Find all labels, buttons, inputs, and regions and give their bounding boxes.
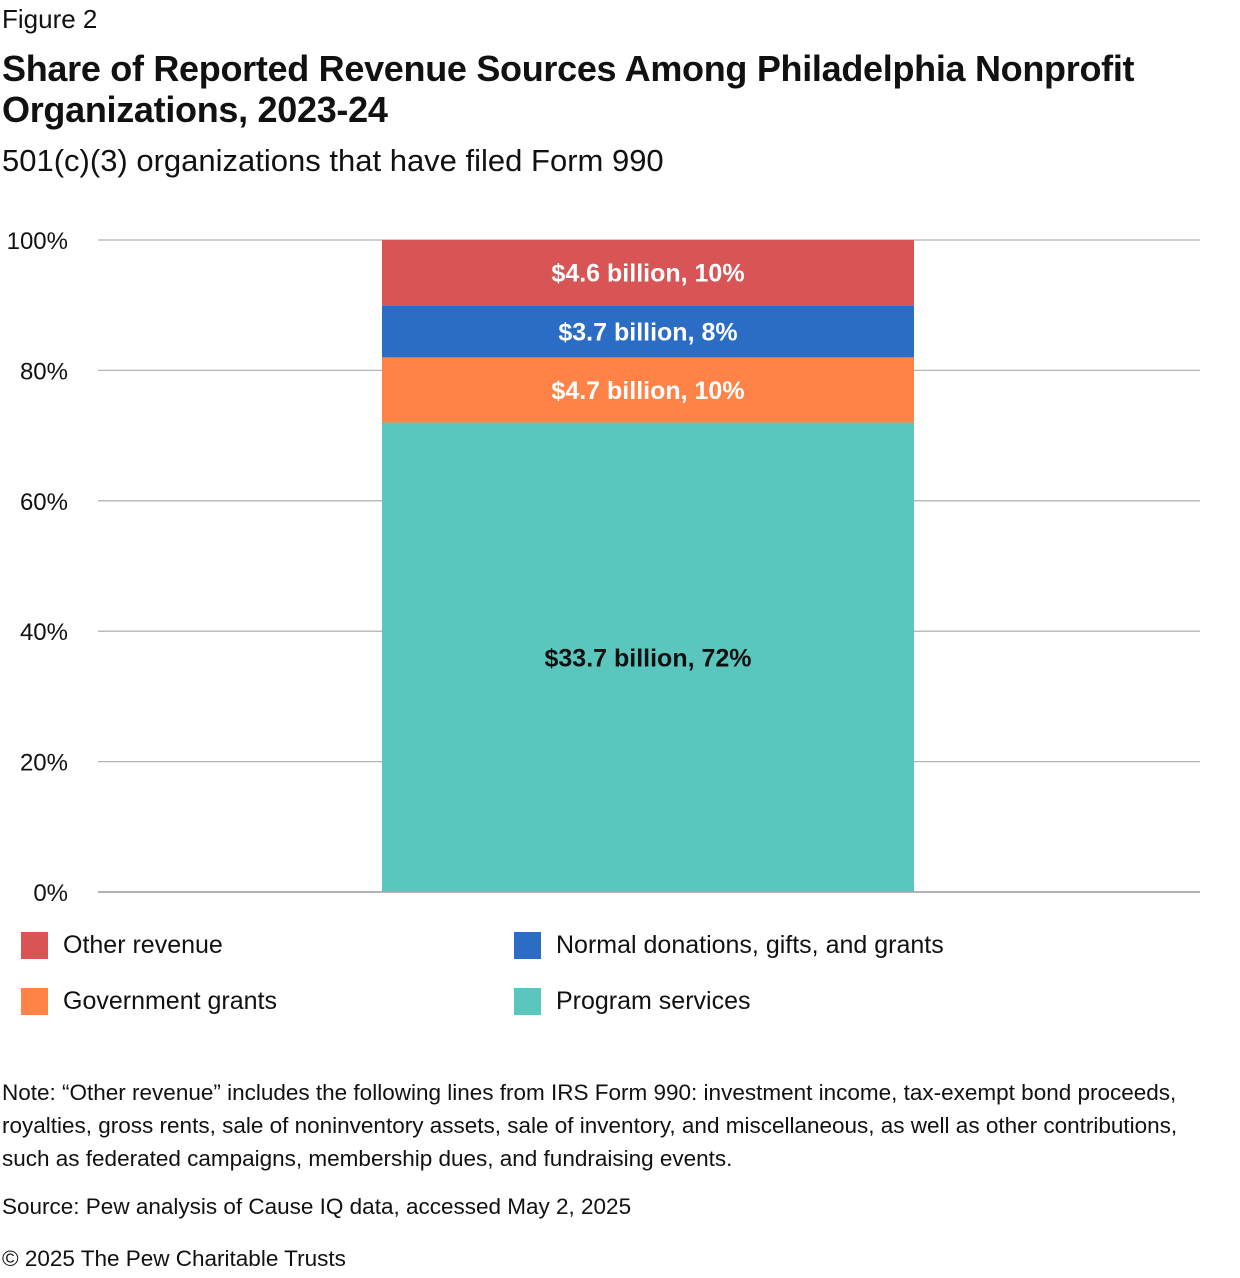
legend-label: Other revenue bbox=[63, 930, 223, 959]
bar-segment bbox=[382, 305, 914, 358]
legend-item-program-services: Program services bbox=[514, 986, 751, 1016]
legend-item-other-revenue: Other revenue bbox=[21, 930, 223, 960]
legend-label: Government grants bbox=[63, 986, 277, 1015]
y-tick-label: 60% bbox=[20, 489, 68, 516]
chart-title: Share of Reported Revenue Sources Among … bbox=[2, 48, 1135, 130]
bar-segment bbox=[382, 357, 914, 423]
data-label: $4.6 billion, 10% bbox=[551, 260, 744, 288]
bar-segment bbox=[382, 422, 914, 892]
legend-label: Normal donations, gifts, and grants bbox=[556, 930, 944, 959]
y-tick-label: 100% bbox=[7, 228, 68, 255]
bar-segment bbox=[382, 240, 914, 306]
legend-item-normal-donations: Normal donations, gifts, and grants bbox=[514, 930, 944, 960]
chart-note: Note: “Other revenue” includes the follo… bbox=[2, 1080, 1178, 1171]
legend-item-government-grants: Government grants bbox=[21, 986, 277, 1016]
data-label: $4.7 billion, 10% bbox=[551, 377, 744, 405]
legend-label: Program services bbox=[556, 986, 751, 1015]
figure-label: Figure 2 bbox=[2, 4, 98, 34]
data-label: $3.7 billion, 8% bbox=[558, 318, 737, 346]
data-label: $33.7 billion, 72% bbox=[544, 644, 751, 672]
legend-swatch bbox=[514, 987, 541, 1015]
stacked-bar-chart: 0% 20% 40% 60% 80% 100% $33.7 billion, 72% $4.7… bbox=[7, 228, 1200, 907]
chart-subtitle: 501(c)(3) organizations that have filed … bbox=[2, 143, 664, 178]
legend-swatch bbox=[21, 987, 48, 1015]
y-tick-label: 20% bbox=[20, 750, 68, 777]
copyright: © 2025 The Pew Charitable Trusts bbox=[2, 1246, 346, 1271]
legend-swatch bbox=[514, 931, 541, 959]
chart-source: Source: Pew analysis of Cause IQ data, a… bbox=[2, 1194, 632, 1219]
legend-swatch bbox=[21, 931, 48, 959]
y-tick-label: 0% bbox=[33, 880, 68, 907]
y-tick-label: 80% bbox=[20, 358, 68, 385]
y-tick-label: 40% bbox=[20, 619, 68, 646]
